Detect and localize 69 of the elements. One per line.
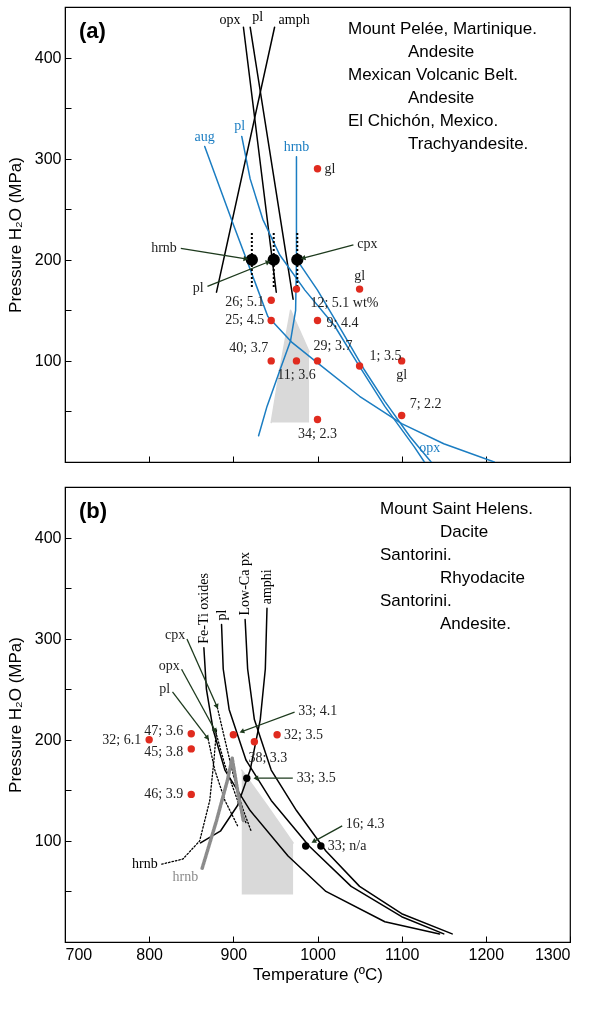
text: Fe-Ti oxides [195, 573, 211, 644]
annotation: Mount Saint Helens. [380, 499, 534, 518]
y-tick-label: 300 [34, 150, 62, 168]
x-tick-label: 1300 [534, 945, 571, 963]
annotation: 33; 3.5 [296, 770, 336, 786]
annotation: Dacite [440, 522, 489, 541]
y-tick-label: 300 [34, 630, 62, 648]
annotation: gl [354, 268, 366, 284]
annotation: Rhyodacite [440, 568, 526, 587]
series-label: pl [252, 9, 264, 25]
x-tick-label: 1200 [468, 945, 505, 963]
annotation: opx [158, 657, 180, 673]
series-label: hrnb [283, 138, 310, 154]
annotation: 40; 3.7 [229, 339, 269, 355]
series-label: amph [278, 12, 310, 28]
annotation: 45; 3.8 [144, 743, 184, 759]
y-tick-label: 400 [34, 49, 62, 67]
annotation: 16; 4.3 [345, 815, 385, 831]
annotation: gl [396, 366, 408, 382]
text: amphi [259, 569, 274, 605]
annotation: 34; 2.3 [298, 425, 337, 441]
series-label: aug [194, 128, 215, 144]
text: pl [213, 609, 229, 621]
x-tick-label: 1000 [300, 945, 336, 963]
annotation: Mexican Volcanic Belt. [348, 65, 519, 84]
text: Low-Ca px [237, 552, 253, 616]
annotation: 33; 4.1 [298, 702, 338, 718]
annotation: 32; 3.5 [284, 726, 323, 742]
annotation: (b) [79, 498, 108, 523]
series-label: hrnb [132, 856, 158, 872]
annotation: Andesite [408, 42, 475, 61]
annotation: 46; 3.9 [144, 786, 184, 802]
annotation: Mount Pelée, Martinique. [348, 19, 537, 38]
annotation: 11; 3.6 [277, 366, 316, 382]
y-tick-label: 200 [34, 251, 62, 269]
x-tick-label: 1100 [384, 945, 420, 963]
x-tick-label: 700 [65, 945, 93, 963]
annotation: Santorini. [380, 591, 452, 610]
annotation: 1; 3.5 [369, 347, 402, 363]
annotation: cpx [165, 627, 186, 643]
annotation: Santorini. [380, 545, 452, 564]
y-axis-title: Pressure H₂O (MPa) [5, 157, 25, 313]
y-tick-label: 400 [34, 529, 62, 547]
y-tick-label: 100 [34, 352, 62, 370]
annotation: pl [192, 279, 204, 295]
y-tick-label: 200 [34, 731, 62, 749]
x-axis-title: Temperature (ºC) [253, 964, 383, 984]
annotation: cpx [357, 235, 378, 251]
annotation: Trachyandesite. [408, 134, 529, 153]
annotation: gl [324, 160, 336, 176]
x-tick-label: 900 [220, 945, 248, 963]
annotation: 7; 2.2 [409, 396, 442, 412]
annotation: (a) [79, 18, 106, 43]
annotation: pl [159, 680, 171, 696]
annotation: 47; 3.6 [144, 722, 184, 738]
y-axis-title: Pressure H₂O (MPa) [5, 637, 25, 793]
annotation: Andesite. [440, 614, 511, 633]
annotation: 32; 6.1 [102, 731, 142, 747]
annotation: 33; n/a [327, 837, 368, 853]
x-tick-label: 800 [136, 945, 164, 963]
annotation: Andesite [408, 88, 475, 107]
series-label: pl [234, 118, 246, 134]
annotation: hrnb [151, 239, 177, 255]
annotation: El Chichón, Mexico. [348, 111, 499, 130]
series-label: hrnb [172, 869, 199, 885]
series-label: opx [419, 440, 441, 455]
y-tick-label: 100 [34, 832, 62, 850]
series-label: opx [219, 12, 241, 28]
annotation: 25; 4.5 [225, 312, 265, 328]
